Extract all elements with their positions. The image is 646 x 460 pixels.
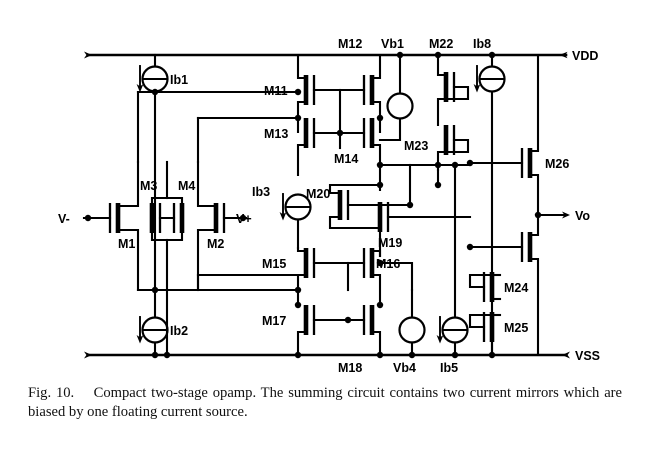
m1-label: M1 [118, 237, 135, 251]
m11-label: M11 [264, 84, 288, 98]
m17-label: M17 [262, 314, 286, 328]
vdd-label: VDD [572, 49, 598, 63]
vss-label: VSS [575, 349, 600, 363]
m21-label: M22 [429, 37, 453, 51]
transistor-m15: M15 [262, 246, 350, 307]
figure-caption-text: Compact two-stage opamp. The summing cir… [28, 385, 623, 421]
m23-label: M24 [504, 281, 528, 295]
m2-label: M2 [207, 237, 224, 251]
m19-label: M19 [378, 236, 402, 250]
ib3-label: Ib3 [252, 185, 270, 199]
net-junction-dots [151, 51, 496, 359]
source-ib5: Ib5 [436, 161, 469, 375]
figure-label: Fig. 10. [28, 385, 75, 401]
m18-label: M18 [338, 361, 362, 375]
transistor-m17: M17 [262, 305, 352, 357]
source-ib3: Ib3 [252, 185, 312, 250]
m15-label: M15 [262, 257, 286, 271]
source-ib8: Ib8 [473, 37, 506, 357]
transistor-m2: M2 V+ [196, 160, 252, 292]
transistor-m23: M24 [468, 272, 528, 302]
m25-label: M26 [545, 157, 569, 171]
transistor-m18: M18 [294, 286, 384, 375]
figure-caption: Fig. 10. Compact two-stage opamp. The su… [0, 384, 646, 423]
transistor-m26 [466, 211, 542, 357]
m3-label: M3 [140, 179, 157, 193]
output-port: Vo [536, 209, 590, 223]
ib8-label: Ib8 [473, 37, 491, 51]
in-pos-label: V+ [236, 212, 252, 226]
vb4-label: Vb4 [393, 361, 416, 375]
transistor-m11: M11 [264, 53, 342, 134]
vdd-rail: VDD [84, 49, 598, 63]
transistor-m4: M4 [172, 179, 195, 233]
transistor-m16: M16 [346, 248, 414, 307]
m24-label: M25 [504, 321, 528, 335]
source-ib2: Ib2 [136, 316, 188, 357]
input-stage-nets [136, 88, 300, 357]
transistor-m1: M1 V- [58, 160, 140, 292]
m22-label: M23 [404, 139, 428, 153]
transistor-m21: M22 [429, 37, 470, 127]
transistor-m22: M23 [404, 125, 470, 187]
ib5-label: Ib5 [440, 361, 458, 375]
transistor-m14: M14 [334, 118, 382, 192]
in-neg-label: V- [58, 212, 70, 226]
vo-label: Vo [575, 209, 590, 223]
m13-label: M13 [264, 127, 288, 141]
ib1-label: Ib1 [170, 73, 188, 87]
transistor-m25: M26 [466, 53, 569, 217]
source-vb1: Vb1 [378, 37, 414, 142]
ib2-label: Ib2 [170, 324, 188, 338]
vb1-label: Vb1 [381, 37, 404, 51]
m12-label: M12 [338, 37, 362, 51]
circuit-schematic: VDD VSS Ib1 Ib2 M1 V- [58, 37, 600, 375]
transistor-m3: M3 [140, 179, 184, 242]
m14-label: M14 [334, 152, 358, 166]
m20-label: M20 [306, 187, 330, 201]
transistor-m24: M25 [468, 312, 528, 357]
source-vb4: Vb4 [393, 288, 426, 375]
transistor-m20: M20 [306, 183, 412, 230]
m4-label: M4 [178, 179, 195, 193]
transistor-m12: M12 [338, 37, 382, 150]
transistor-m13: M13 [264, 118, 344, 177]
